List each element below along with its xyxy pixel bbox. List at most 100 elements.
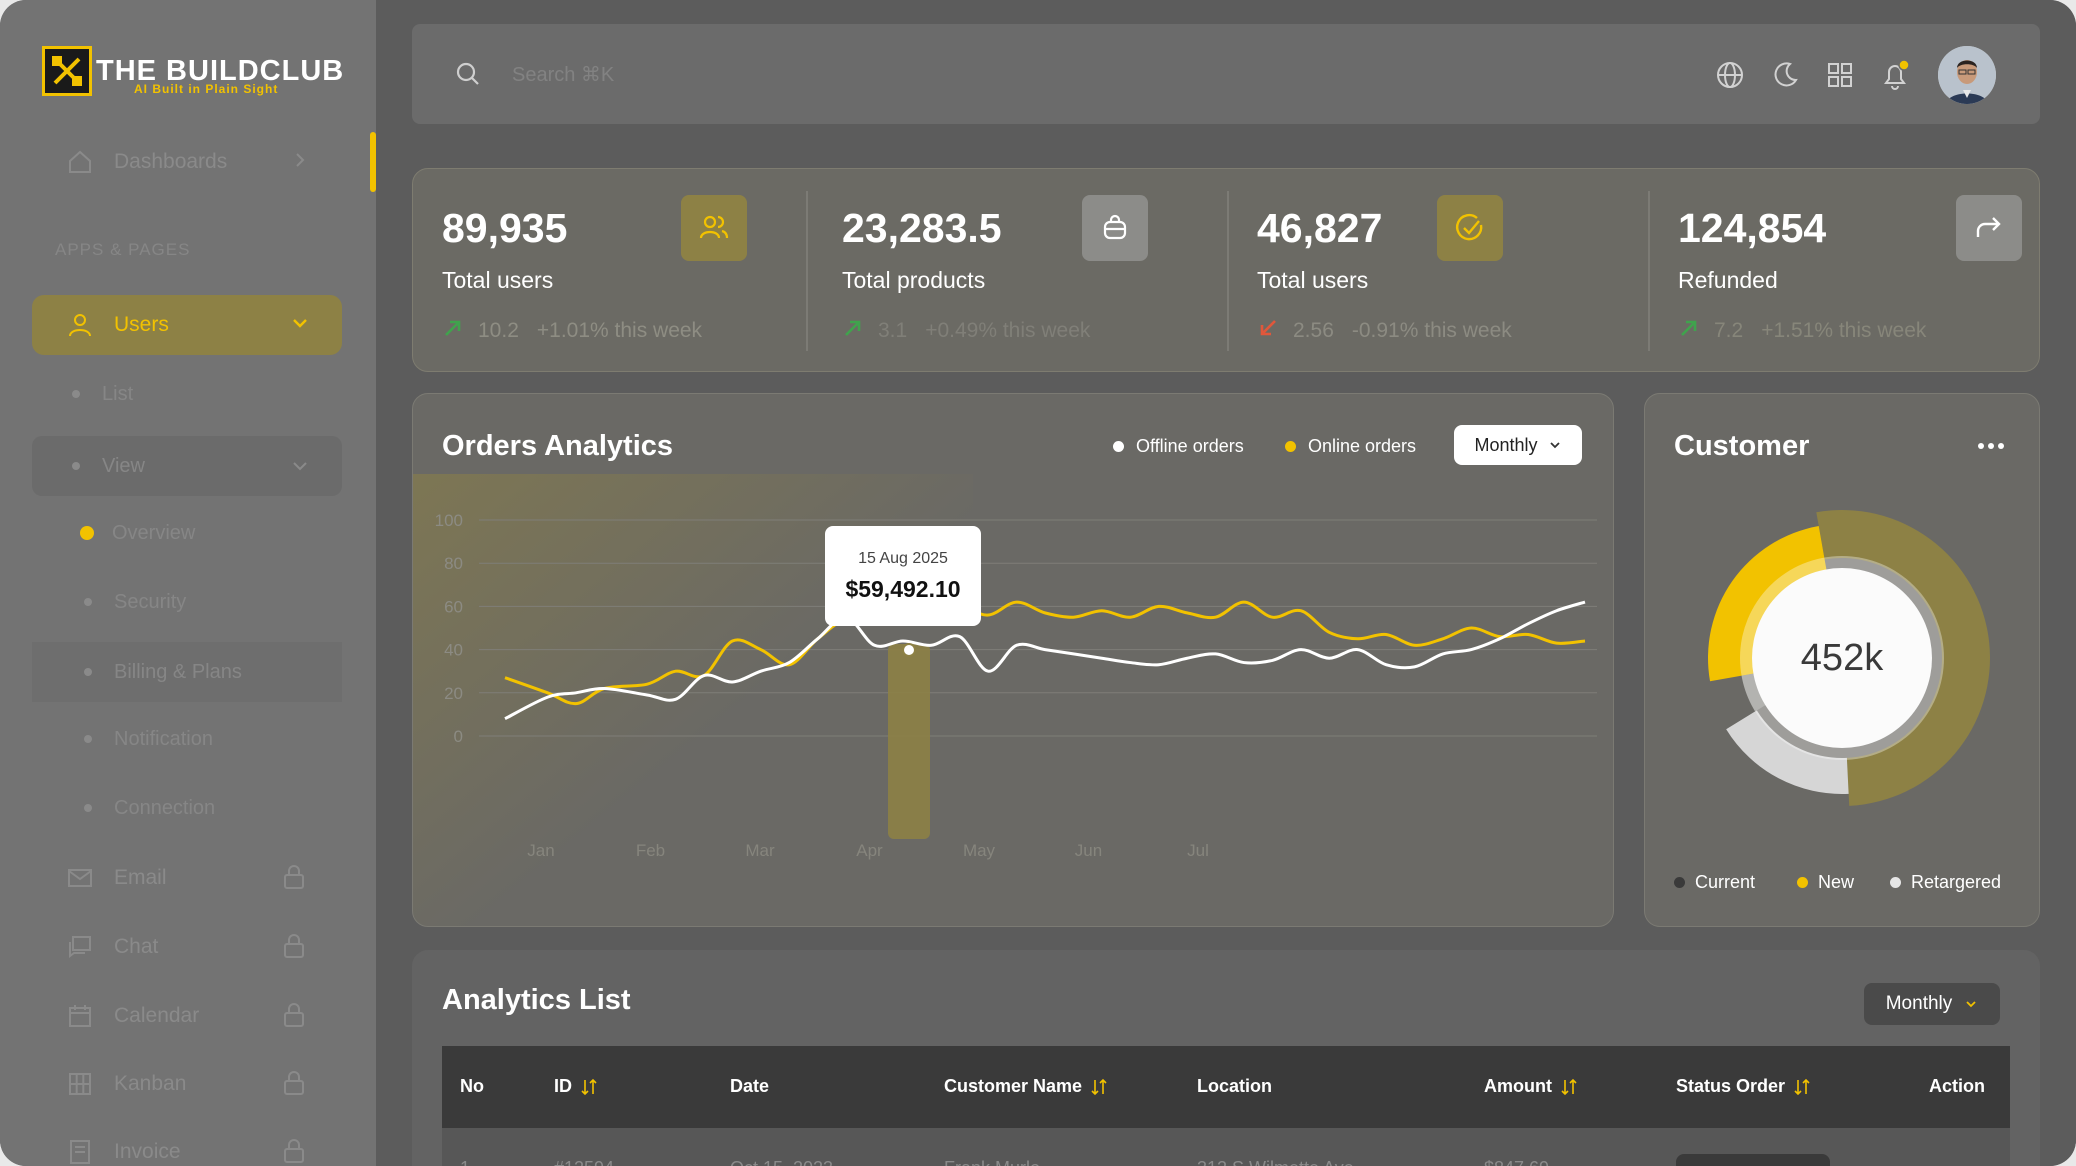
stat-change-value: 3.1 xyxy=(878,319,908,342)
stat-change-week: +1.01% this week xyxy=(536,319,703,342)
user-icon xyxy=(66,311,94,339)
th-label: ID xyxy=(554,1076,572,1096)
stat-change-week: +0.49% this week xyxy=(925,319,1091,342)
sidebar-item-users[interactable]: Users xyxy=(32,295,342,355)
calendar-icon xyxy=(66,1002,94,1030)
x-tick-label: Apr xyxy=(856,841,883,860)
sidebar-item-security[interactable]: Security xyxy=(32,574,342,630)
grid-icon[interactable] xyxy=(1825,60,1855,90)
sidebar-item-invoice[interactable]: Invoice xyxy=(32,1122,342,1166)
th-id[interactable]: ID xyxy=(554,1076,598,1097)
customer-card: Customer 452k Current New Retargered xyxy=(1644,393,2040,927)
refund-arrow-icon xyxy=(1956,195,2022,261)
sidebar-item-label: View xyxy=(102,454,145,477)
legend-dot-icon xyxy=(1113,441,1124,452)
sidebar-item-chat[interactable]: Chat xyxy=(32,917,342,977)
th-label: No xyxy=(460,1076,484,1096)
bullet-icon xyxy=(72,462,80,470)
bullet-icon xyxy=(84,735,92,743)
sidebar-item-kanban[interactable]: Kanban xyxy=(32,1054,342,1114)
sidebar-item-dashboards[interactable]: Dashboards xyxy=(32,132,342,192)
legend-label: Current xyxy=(1695,872,1756,892)
sidebar: THE BUILDCLUB AI Built in Plain Sight Da… xyxy=(0,0,376,1166)
sidebar-item-billing[interactable]: Billing & Plans xyxy=(32,642,342,702)
legend-label: Retargered xyxy=(1911,872,2002,892)
th-action: Action xyxy=(1929,1076,1985,1097)
sidebar-item-label: Invoice xyxy=(114,1140,181,1163)
y-tick-label: 40 xyxy=(444,641,463,660)
sidebar-scroll-indicator[interactable] xyxy=(370,132,376,192)
invoice-icon xyxy=(66,1138,94,1166)
sidebar-item-email[interactable]: Email xyxy=(32,848,342,908)
stat-card-total-users-2: 46,827 Total users 2.56 -0.91% this week xyxy=(1227,169,1634,373)
donut-slice-current[interactable] xyxy=(1816,510,1990,806)
stat-card-total-users: 89,935 Total users 10.2 +1.01% this week xyxy=(413,169,820,373)
highlight-point[interactable] xyxy=(902,643,916,657)
donut-slice-new[interactable] xyxy=(1708,526,1829,682)
donut-center: 452k xyxy=(1752,568,1932,748)
x-tick-label: Feb xyxy=(636,841,665,860)
x-tick-label: Jul xyxy=(1187,841,1209,860)
logo-mark-icon xyxy=(42,46,92,96)
globe-icon[interactable] xyxy=(1715,60,1745,90)
sidebar-item-overview[interactable]: Overview xyxy=(32,505,342,561)
th-label: Status Order xyxy=(1676,1076,1786,1096)
td-location: 312 S Wilmette Ave xyxy=(1197,1158,1354,1166)
table-row[interactable]: 1 #12594 Oct 15, 2023 Frank Murlo 312 S … xyxy=(442,1128,2010,1166)
more-options-icon[interactable] xyxy=(1977,438,2005,456)
y-tick-label: 60 xyxy=(444,597,463,616)
th-amount[interactable]: Amount xyxy=(1484,1076,1578,1097)
moon-icon[interactable] xyxy=(1770,60,1800,90)
arrow-up-right-icon xyxy=(442,317,464,345)
bullet-icon xyxy=(84,598,92,606)
stat-change: 2.56 -0.91% this week xyxy=(1257,317,1512,345)
legend-new: New xyxy=(1797,872,1854,893)
chevron-down-icon xyxy=(290,456,310,482)
sidebar-item-label: Users xyxy=(114,313,169,336)
analytics-period-select[interactable]: Monthly xyxy=(1864,983,2000,1025)
search-input[interactable] xyxy=(510,56,1114,94)
th-label: Action xyxy=(1929,1076,1985,1096)
th-no: No xyxy=(460,1076,484,1097)
stat-change: 7.2 +1.51% this week xyxy=(1678,317,1926,345)
sidebar-item-notification[interactable]: Notification xyxy=(32,711,342,767)
lock-icon xyxy=(282,1138,306,1166)
mail-icon xyxy=(66,864,94,892)
users-icon xyxy=(681,195,747,261)
sidebar-item-list[interactable]: List xyxy=(32,366,342,422)
x-tick-label: Mar xyxy=(745,841,775,860)
orders-period-select[interactable]: Monthly xyxy=(1454,425,1582,465)
user-avatar[interactable] xyxy=(1938,46,1996,104)
sidebar-item-connection[interactable]: Connection xyxy=(32,780,342,836)
donut-slice-retargered[interactable] xyxy=(1726,710,1849,794)
stat-value: 23,283.5 xyxy=(842,205,1002,251)
sidebar-item-calendar[interactable]: Calendar xyxy=(32,986,342,1046)
stat-label: Total users xyxy=(1257,267,1369,293)
legend-label: Online orders xyxy=(1308,436,1417,456)
bell-icon[interactable] xyxy=(1880,59,1910,90)
legend-label: Offline orders xyxy=(1136,436,1244,456)
td-customer: Frank Murlo xyxy=(944,1158,1040,1166)
legend-online: Online orders xyxy=(1285,436,1416,457)
nav-section-label: APPS & PAGES xyxy=(55,240,191,259)
home-icon xyxy=(66,148,94,176)
legend-dot-icon xyxy=(1285,441,1296,452)
tooltip-value: $59,492.10 xyxy=(845,575,961,602)
th-status[interactable]: Status Order xyxy=(1676,1076,1811,1097)
search-icon[interactable] xyxy=(454,60,482,93)
y-tick-label: 80 xyxy=(444,554,463,573)
td-amount: $847.69 xyxy=(1484,1158,1549,1166)
stat-card-refunded: 124,854 Refunded 7.2 +1.51% this week xyxy=(1648,169,2055,373)
chart-tooltip: 15 Aug 2025 $59,492.10 xyxy=(825,526,981,626)
bullet-icon xyxy=(72,390,80,398)
customer-title: Customer xyxy=(1674,430,1810,462)
th-customer[interactable]: Customer Name xyxy=(944,1076,1108,1097)
brand-logo[interactable]: THE BUILDCLUB AI Built in Plain Sight xyxy=(42,46,344,96)
sidebar-item-label: Overview xyxy=(112,521,196,544)
legend-dot-icon xyxy=(1890,877,1901,888)
check-circle-icon xyxy=(1437,195,1503,261)
x-tick-label: May xyxy=(963,841,996,860)
sort-icon xyxy=(1561,1078,1577,1095)
sidebar-item-view[interactable]: View xyxy=(32,436,342,496)
sidebar-item-label: Calendar xyxy=(114,1004,200,1027)
